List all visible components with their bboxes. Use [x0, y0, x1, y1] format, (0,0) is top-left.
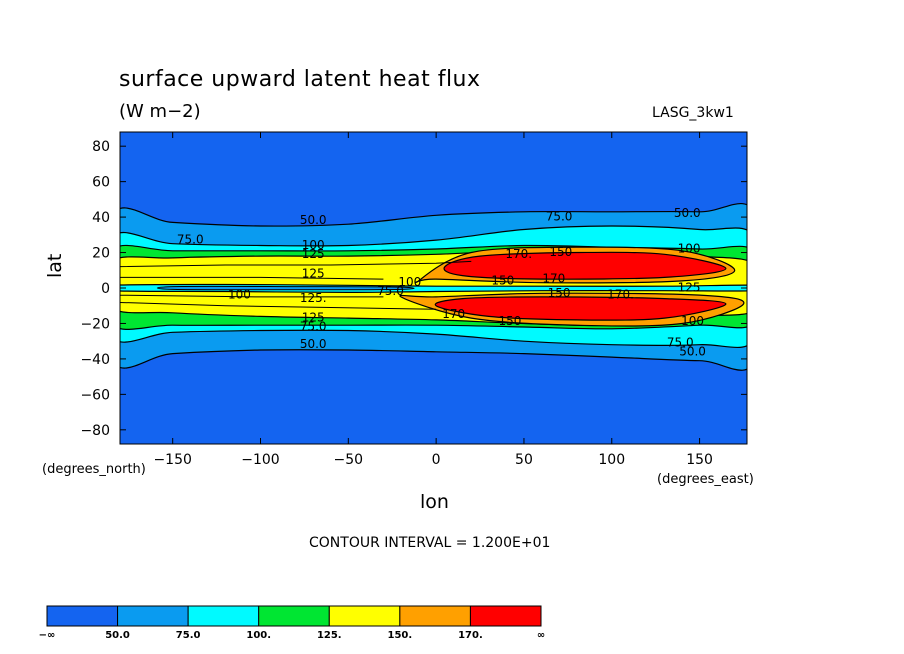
chart-title: surface upward latent heat flux — [119, 67, 481, 92]
contour-label: 100 — [681, 314, 704, 328]
y-tick-label: 20 — [92, 246, 110, 262]
contour-label: 100 — [228, 288, 251, 302]
contour-label: 125. — [300, 291, 327, 305]
y-tick-label: −40 — [80, 352, 110, 368]
legend-label: −∞ — [39, 630, 56, 641]
legend-label: 125. — [317, 630, 342, 641]
x-tick-label: −50 — [334, 452, 364, 468]
contour-label: 75.0 — [546, 210, 573, 224]
y-tick-label: −60 — [80, 387, 110, 403]
x-axis-ticks: −150 −100 −50 0 50 100 150 — [153, 132, 713, 468]
contour-label: 50.0 — [300, 213, 327, 227]
contour-label: 75.0 — [377, 284, 404, 298]
color-legend: −∞ 50.0 75.0 100. 125. 150. 170. ∞ — [39, 605, 545, 641]
legend-swatch — [187, 605, 260, 627]
contour-line-2 — [120, 301, 437, 310]
legend-swatch — [258, 605, 330, 627]
contour-line-3 — [120, 276, 384, 280]
contour-label: 170. — [505, 247, 532, 261]
legend-label: ∞ — [537, 630, 545, 641]
contour-line-4 — [120, 294, 384, 298]
legend-swatch — [328, 605, 401, 627]
x-axis-label: lon — [420, 491, 449, 513]
contour-label: 150 — [549, 245, 572, 259]
contour-lines — [120, 260, 472, 310]
contour-label: 75.0 — [177, 233, 204, 247]
legend-swatch — [469, 605, 542, 627]
y-tick-label: 0 — [101, 281, 110, 297]
band-170-plus-north — [443, 251, 727, 280]
legend-label: 150. — [388, 630, 413, 641]
contour-label: 75.0 — [300, 320, 327, 334]
y-axis-label: lat — [44, 253, 66, 278]
x-tick-label: 150 — [686, 452, 713, 468]
legend-swatch — [46, 605, 119, 627]
chart-units: (W m−2) — [119, 101, 201, 122]
y-tick-label: −20 — [80, 316, 110, 332]
legend-swatch — [399, 605, 471, 627]
contour-label: 150 — [548, 286, 571, 300]
x-units-label: (degrees_east) — [657, 472, 754, 487]
x-tick-label: 0 — [432, 452, 441, 468]
contour-label: 50.0 — [674, 206, 701, 220]
legend-swatch — [117, 605, 189, 627]
contour-label: 50.0 — [300, 337, 327, 351]
legend-label: 50.0 — [105, 630, 130, 641]
contour-label: 170. — [607, 288, 634, 302]
contour-label: 125 — [678, 281, 701, 295]
contour-label: 100 — [302, 238, 325, 252]
contour-label: 170 — [542, 272, 565, 286]
contour-label: 75.0 — [667, 335, 694, 349]
x-tick-label: 50 — [515, 452, 533, 468]
y-tick-label: 40 — [92, 210, 110, 226]
contour-label: 125 — [302, 311, 325, 325]
contour-label: 150 — [491, 273, 514, 287]
y-axis-ticks: 80 60 40 20 0 −20 −40 −60 −80 — [80, 139, 747, 439]
y-units-label: (degrees_north) — [42, 462, 146, 477]
y-tick-label: 60 — [92, 175, 110, 191]
legend-label: 100. — [246, 630, 271, 641]
x-tick-label: −150 — [153, 452, 191, 468]
equatorial-minimum — [156, 285, 415, 291]
contour-label: 125 — [302, 247, 325, 261]
contour-label: 170 — [442, 307, 465, 321]
model-label: LASG_3kw1 — [652, 105, 734, 121]
y-tick-label: −80 — [80, 423, 110, 439]
contour-interval: CONTOUR INTERVAL = 1.200E+01 — [309, 535, 551, 551]
x-tick-label: −100 — [241, 452, 279, 468]
contour-label: 100 — [678, 242, 701, 256]
legend-label: 170. — [458, 630, 483, 641]
x-tick-label: 100 — [598, 452, 625, 468]
band-170-plus-south — [434, 296, 727, 321]
contour-label: 150 — [498, 314, 521, 328]
y-tick-label: 80 — [92, 139, 110, 155]
contour-label: 50.0 — [679, 344, 706, 358]
contour-label: 125 — [302, 266, 325, 280]
legend-label: 75.0 — [176, 630, 201, 641]
contour-line-1 — [120, 260, 472, 268]
contour-label: 100 — [398, 275, 421, 289]
